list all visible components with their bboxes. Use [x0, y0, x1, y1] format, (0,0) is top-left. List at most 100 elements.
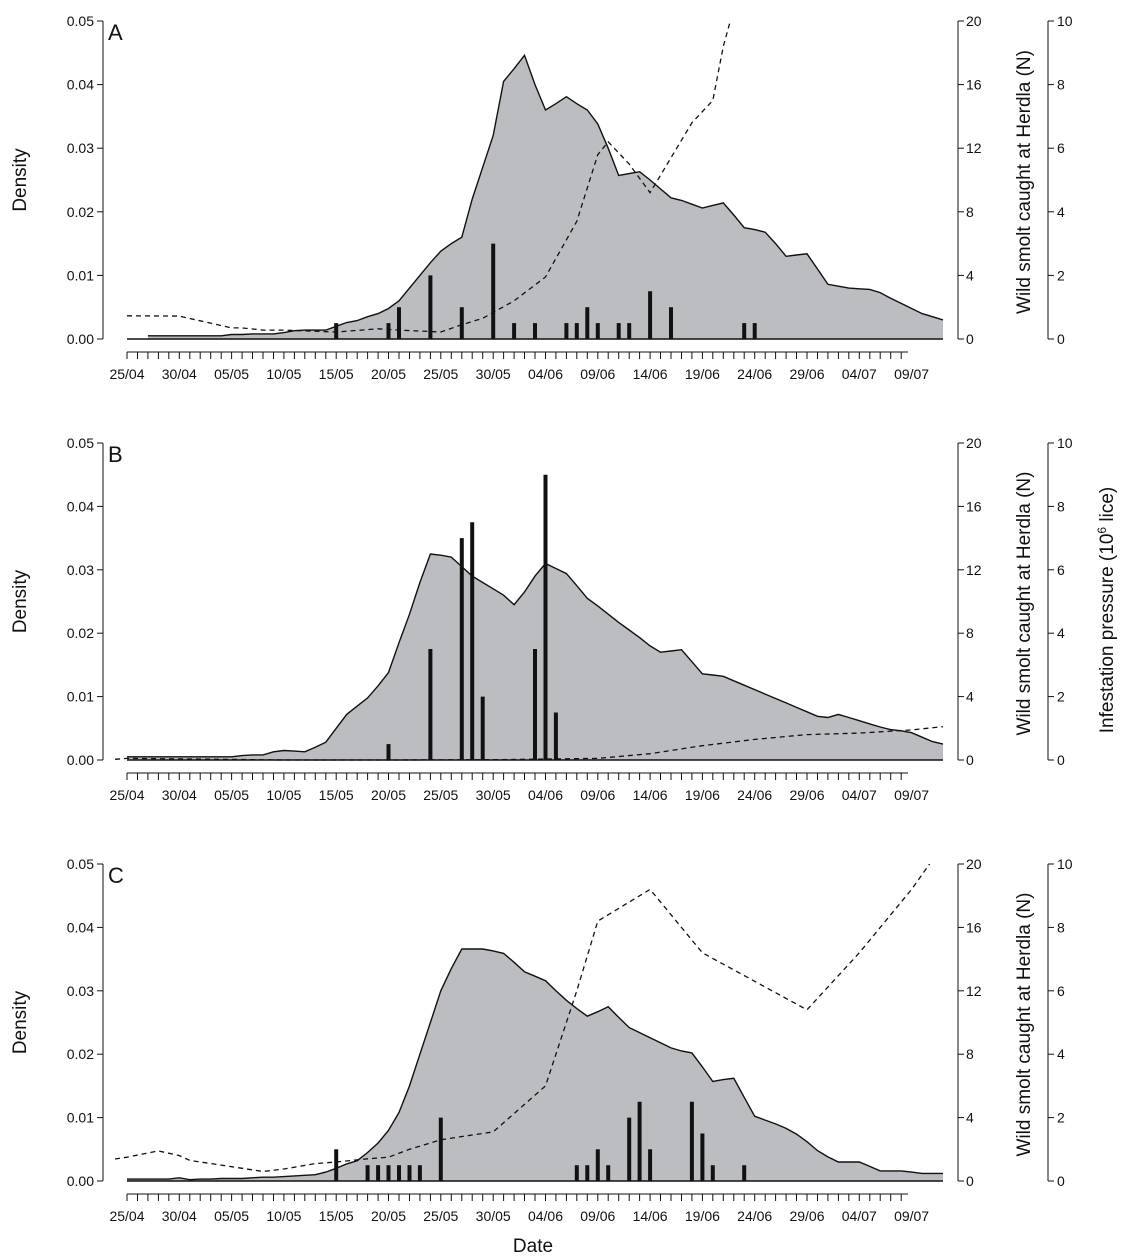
density-tick-label: 0.03 — [67, 140, 94, 156]
date-tick-label: 29/06 — [789, 1208, 824, 1224]
smolt-tick-label: 16 — [966, 498, 982, 514]
date-tick-label: 19/06 — [685, 366, 720, 382]
infestation-tick-label: 6 — [1057, 140, 1065, 156]
density-tick-label: 0.01 — [67, 689, 94, 705]
density-tick-label: 0.04 — [67, 919, 94, 935]
density-line-b — [127, 553, 944, 758]
infestation-axis-title-unit: lice) — [1097, 487, 1118, 527]
infestation-tick-label: 10 — [1057, 13, 1073, 29]
smolt-tick-label: 0 — [966, 331, 974, 347]
date-tick-label: 29/06 — [789, 366, 824, 382]
smolt-tick-label: 8 — [966, 1046, 974, 1062]
date-tick-label: 15/05 — [319, 787, 354, 803]
density-line-a — [147, 53, 944, 337]
date-tick-label: 30/05 — [476, 1208, 511, 1224]
density-tick-label: 0.05 — [67, 856, 94, 872]
date-tick-label: 04/06 — [528, 366, 563, 382]
date-tick-label: 15/05 — [319, 366, 354, 382]
smolt-axis-title: Wild smolt caught at Herdla (N) — [1014, 50, 1035, 314]
panel-letter-b: B — [108, 442, 123, 467]
density-tick-label: 0.05 — [67, 435, 94, 451]
smolt-tick-label: 20 — [966, 856, 982, 872]
date-tick-label: 20/05 — [371, 1208, 406, 1224]
date-tick-label: 09/06 — [580, 366, 615, 382]
date-tick-label: 10/05 — [266, 787, 301, 803]
date-tick-label: 30/05 — [476, 366, 511, 382]
density-line-c — [127, 948, 943, 1181]
infestation-tick-label: 0 — [1057, 752, 1065, 768]
panels: 0.000.010.020.030.040.05Density048121620… — [10, 13, 1073, 1224]
panel-letter-a: A — [108, 20, 123, 45]
smolt-tick-label: 4 — [966, 267, 974, 283]
panel-c: 0.000.010.020.030.040.05Density048121620… — [10, 856, 1073, 1224]
date-tick-label: 05/05 — [214, 787, 249, 803]
date-tick-label: 30/04 — [162, 787, 197, 803]
infestation-tick-label: 0 — [1057, 331, 1065, 347]
smolt-tick-label: 12 — [966, 983, 982, 999]
date-tick-label: 05/05 — [214, 1208, 249, 1224]
density-tick-label: 0.04 — [67, 498, 94, 514]
density-axis-title: Density — [10, 148, 31, 212]
infestation-line-a — [126, 21, 731, 333]
smolt-tick-label: 12 — [966, 140, 982, 156]
infestation-tick-label: 2 — [1057, 1110, 1065, 1126]
date-tick-label: 15/05 — [319, 1208, 354, 1224]
density-tick-label: 0.00 — [67, 752, 94, 768]
smolt-tick-label: 0 — [966, 752, 974, 768]
smolt-tick-label: 0 — [966, 1173, 974, 1189]
date-tick-label: 10/05 — [266, 1208, 301, 1224]
infestation-tick-label: 4 — [1057, 204, 1065, 220]
date-tick-label: 25/04 — [109, 1208, 144, 1224]
date-tick-label: 30/04 — [162, 1208, 197, 1224]
density-axis-title: Density — [10, 569, 31, 633]
date-tick-label: 04/06 — [528, 1208, 563, 1224]
date-tick-label: 14/06 — [633, 1208, 668, 1224]
infestation-tick-label: 10 — [1057, 435, 1073, 451]
date-tick-label: 09/07 — [894, 366, 929, 382]
density-area-a — [147, 55, 943, 340]
smolt-tick-label: 8 — [966, 204, 974, 220]
infestation-tick-label: 4 — [1057, 1046, 1065, 1062]
infestation-tick-label: 8 — [1057, 498, 1065, 514]
infestation-tick-label: 8 — [1057, 919, 1065, 935]
infestation-tick-label: 8 — [1057, 77, 1065, 93]
date-tick-label: 24/06 — [737, 1208, 772, 1224]
date-tick-label: 09/06 — [580, 1208, 615, 1224]
date-tick-label: 25/04 — [109, 366, 144, 382]
density-tick-label: 0.02 — [67, 1046, 94, 1062]
date-tick-label: 25/05 — [423, 1208, 458, 1224]
date-tick-label: 04/07 — [842, 787, 877, 803]
date-tick-label: 24/06 — [737, 787, 772, 803]
infestation-axis-title-main: Infestation pressure (10 — [1097, 534, 1118, 734]
infestation-tick-label: 6 — [1057, 562, 1065, 578]
smolt-tick-label: 4 — [966, 689, 974, 705]
smolt-axis-title: Wild smolt caught at Herdla (N) — [1014, 893, 1035, 1157]
x-axis-title: Date — [513, 1236, 553, 1257]
infestation-axis-title: Infestation pressure (106 lice) — [1095, 487, 1118, 733]
infestation-tick-label: 2 — [1057, 689, 1065, 705]
density-tick-label: 0.02 — [67, 625, 94, 641]
date-tick-label: 29/06 — [789, 787, 824, 803]
smolt-tick-label: 8 — [966, 625, 974, 641]
density-tick-label: 0.03 — [67, 562, 94, 578]
date-tick-label: 05/05 — [214, 366, 249, 382]
date-tick-label: 25/05 — [423, 787, 458, 803]
smolt-tick-label: 12 — [966, 562, 982, 578]
density-tick-label: 0.05 — [67, 13, 94, 29]
date-tick-label: 04/07 — [842, 366, 877, 382]
date-tick-label: 20/05 — [371, 787, 406, 803]
infestation-tick-label: 0 — [1057, 1173, 1065, 1189]
date-tick-label: 09/06 — [580, 787, 615, 803]
date-tick-label: 10/05 — [266, 366, 301, 382]
date-tick-label: 04/07 — [842, 1208, 877, 1224]
infestation-tick-label: 10 — [1057, 856, 1073, 872]
date-tick-label: 30/04 — [162, 366, 197, 382]
density-tick-label: 0.04 — [67, 77, 94, 93]
panel-a: 0.000.010.020.030.040.05Density048121620… — [10, 13, 1073, 382]
date-tick-label: 19/06 — [685, 787, 720, 803]
smolt-tick-label: 4 — [966, 1110, 974, 1126]
density-tick-label: 0.00 — [67, 1173, 94, 1189]
infestation-axis-title-exponent: 6 — [1095, 527, 1109, 534]
smolt-axis-title: Wild smolt caught at Herdla (N) — [1014, 472, 1035, 736]
infestation-tick-label: 4 — [1057, 625, 1065, 641]
